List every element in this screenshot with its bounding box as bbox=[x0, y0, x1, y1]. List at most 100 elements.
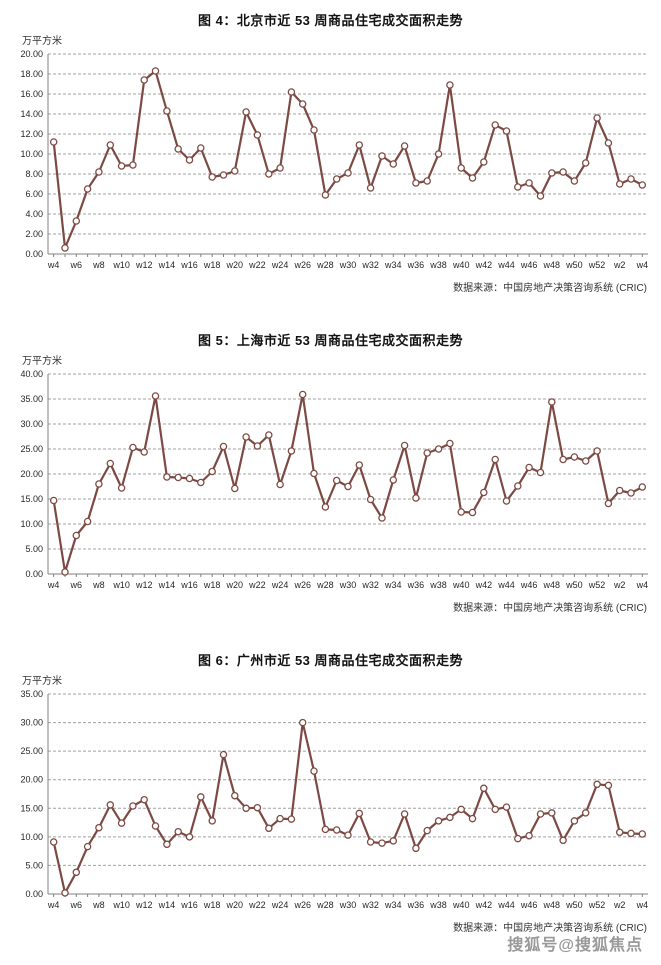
data-point bbox=[129, 161, 137, 169]
x-tick-label: w46 bbox=[520, 260, 538, 270]
data-point bbox=[231, 791, 239, 800]
data-point bbox=[72, 868, 81, 877]
x-tick-label: w16 bbox=[180, 580, 198, 590]
data-point bbox=[559, 836, 567, 845]
y-axis-tick-labels: 0.00 5.00 10.00 15.00 20.00 25.00 30.00 35.00 40… bbox=[20, 369, 43, 579]
y-tick-label: 0.00 bbox=[25, 569, 43, 579]
data-point bbox=[514, 183, 522, 191]
data-point bbox=[423, 177, 431, 185]
x-tick-label: w6 bbox=[70, 580, 83, 590]
data-point bbox=[536, 192, 545, 200]
y-tick-label: 35.00 bbox=[20, 689, 43, 699]
x-tick-label: w20 bbox=[226, 260, 244, 270]
data-point bbox=[468, 174, 477, 182]
y-tick-label: 12.00 bbox=[20, 129, 43, 139]
x-tick-label: w8 bbox=[92, 260, 105, 270]
data-point bbox=[151, 822, 160, 830]
gridlines bbox=[48, 53, 648, 255]
x-tick-label: w38 bbox=[429, 260, 447, 270]
data-point bbox=[480, 158, 488, 166]
x-tick-label: w2 bbox=[613, 580, 626, 590]
x-tick-label: w18 bbox=[203, 260, 221, 270]
data-point bbox=[434, 817, 443, 825]
data-point bbox=[570, 453, 579, 461]
y-axis-unit-label-shanghai: 万平方米 bbox=[22, 356, 62, 367]
data-point bbox=[310, 469, 318, 478]
y-tick-label: 10.00 bbox=[20, 519, 43, 529]
data-point bbox=[332, 826, 341, 834]
x-tick-label: w40 bbox=[452, 260, 470, 270]
data-point bbox=[265, 431, 273, 439]
data-point bbox=[197, 793, 205, 801]
figure-6-guangzhou: 图 6：广州市近 53 周商品住宅成交面积走势 万平方米 0.00 5.00 10.… bbox=[0, 650, 661, 936]
x-tick-label: w4 bbox=[47, 900, 60, 910]
data-point bbox=[389, 837, 398, 845]
y-tick-label: 40.00 bbox=[20, 369, 43, 379]
x-tick-label: w20 bbox=[226, 580, 244, 590]
data-point bbox=[581, 159, 590, 167]
x-tick-label: w30 bbox=[339, 260, 357, 270]
x-tick-label: w30 bbox=[339, 580, 357, 590]
data-point bbox=[163, 107, 171, 115]
data-point bbox=[106, 801, 115, 809]
data-point bbox=[446, 439, 454, 448]
data-point bbox=[366, 838, 375, 846]
data-point bbox=[446, 81, 454, 89]
x-tick-label: w44 bbox=[497, 580, 515, 590]
data-point bbox=[83, 185, 92, 193]
x-tick-label: w40 bbox=[452, 580, 470, 590]
data-point bbox=[310, 767, 318, 775]
x-tick-label: w50 bbox=[565, 900, 583, 910]
data-point bbox=[287, 815, 296, 823]
data-point bbox=[593, 114, 601, 122]
x-tick-label: w14 bbox=[158, 900, 176, 910]
x-tick-label: w4 bbox=[636, 580, 649, 590]
chart-title-guangzhou: 图 6：广州市近 53 周商品住宅成交面积走势 bbox=[197, 653, 464, 668]
data-point bbox=[151, 392, 160, 400]
data-point bbox=[457, 164, 465, 172]
data-point bbox=[95, 480, 103, 488]
data-point bbox=[219, 442, 228, 451]
data-point bbox=[593, 780, 601, 789]
x-tick-label: w26 bbox=[293, 260, 311, 270]
x-tick-label: w32 bbox=[361, 900, 379, 910]
data-point bbox=[276, 164, 284, 172]
beijing-weekly-sales-line-chart: 0.00 2.00 4.00 6.00 8.00 10.00 12.00 14.00 16.00… bbox=[0, 48, 661, 278]
data-point bbox=[446, 813, 454, 822]
x-tick-label: w38 bbox=[429, 580, 447, 590]
x-tick-label: w6 bbox=[70, 260, 83, 270]
x-tick-label: w40 bbox=[452, 900, 470, 910]
data-point bbox=[514, 834, 522, 843]
x-axis-tick-labels: w4 w6 w8 w10 w12 w14 w16 w18 w20 w22 w24 w26 w28 w30 w… bbox=[47, 900, 648, 910]
x-tick-label: w8 bbox=[92, 580, 105, 590]
y-tick-label: 6.00 bbox=[25, 189, 43, 199]
data-point bbox=[378, 152, 386, 160]
x-tick-label: w50 bbox=[565, 580, 583, 590]
data-source-note-shanghai: 数据来源：中国房地产决策咨询系统 (CRIC) bbox=[453, 603, 647, 614]
data-point bbox=[615, 828, 624, 837]
data-point bbox=[253, 803, 262, 812]
y-tick-label: 16.00 bbox=[20, 89, 43, 99]
data-point bbox=[355, 141, 364, 149]
x-tick-label: w36 bbox=[407, 580, 425, 590]
x-axis-tick-labels: w4 w6 w8 w10 w12 w14 w16 w18 w20 w22 w24 w26 w28 w30 w… bbox=[47, 260, 648, 270]
data-point bbox=[378, 839, 386, 847]
data-point bbox=[627, 829, 635, 838]
x-tick-label: w34 bbox=[384, 260, 402, 270]
data-point bbox=[355, 461, 364, 469]
data-point bbox=[525, 463, 533, 472]
data-point bbox=[638, 830, 647, 838]
x-tick-label: w4 bbox=[636, 900, 649, 910]
x-tick-label: w28 bbox=[316, 900, 334, 910]
data-point bbox=[287, 88, 296, 96]
data-point bbox=[287, 447, 296, 455]
data-point bbox=[638, 181, 647, 189]
data-point bbox=[570, 177, 579, 185]
data-point bbox=[400, 142, 409, 150]
y-tick-label: 0.00 bbox=[25, 249, 43, 259]
data-point bbox=[548, 809, 556, 817]
data-point bbox=[321, 825, 330, 834]
y-tick-label: 5.00 bbox=[25, 860, 43, 870]
data-point bbox=[559, 168, 567, 176]
